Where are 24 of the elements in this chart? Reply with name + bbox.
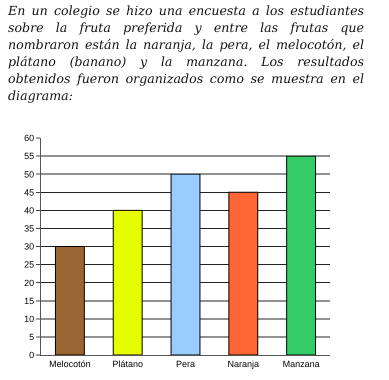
y-tick-label: 15 <box>24 296 34 306</box>
x-tick-label: Melocotón <box>49 358 91 369</box>
y-tick-label: 30 <box>24 242 34 252</box>
bar <box>54 246 85 355</box>
x-tick-label: Plátano <box>112 358 143 369</box>
y-tick-label: 10 <box>24 314 34 324</box>
y-tick-label: 50 <box>24 169 34 180</box>
y-tick-label: 0 <box>29 350 34 360</box>
x-tick-label: Naranja <box>228 358 260 369</box>
bar <box>112 210 143 355</box>
y-tick-label: 20 <box>24 278 34 288</box>
y-tick-label: 5 <box>29 332 34 342</box>
bar <box>286 156 316 355</box>
bar <box>228 192 258 355</box>
y-tick-label: 35 <box>24 224 34 234</box>
chart-title: En un colegio se hizo una encuesta a los estudiantes sobre la fruta preferida y entre las frutas que nombraron están la naranja, la pera, el melocotón, el plátano (banano) y la manzana. Los resultados obtenidos fueron organizados como se muestra en el diagrama: <box>8 2 364 104</box>
x-tick-label: Manzana <box>282 358 320 369</box>
bar <box>170 174 200 355</box>
y-tick-label: 25 <box>24 260 34 270</box>
y-tick-label: 40 <box>24 205 34 216</box>
y-tick-label: 45 <box>24 187 34 198</box>
y-tick-label: 55 <box>24 151 34 162</box>
y-tick-label: 60 <box>24 133 34 144</box>
x-tick-label: Pera <box>176 358 196 369</box>
